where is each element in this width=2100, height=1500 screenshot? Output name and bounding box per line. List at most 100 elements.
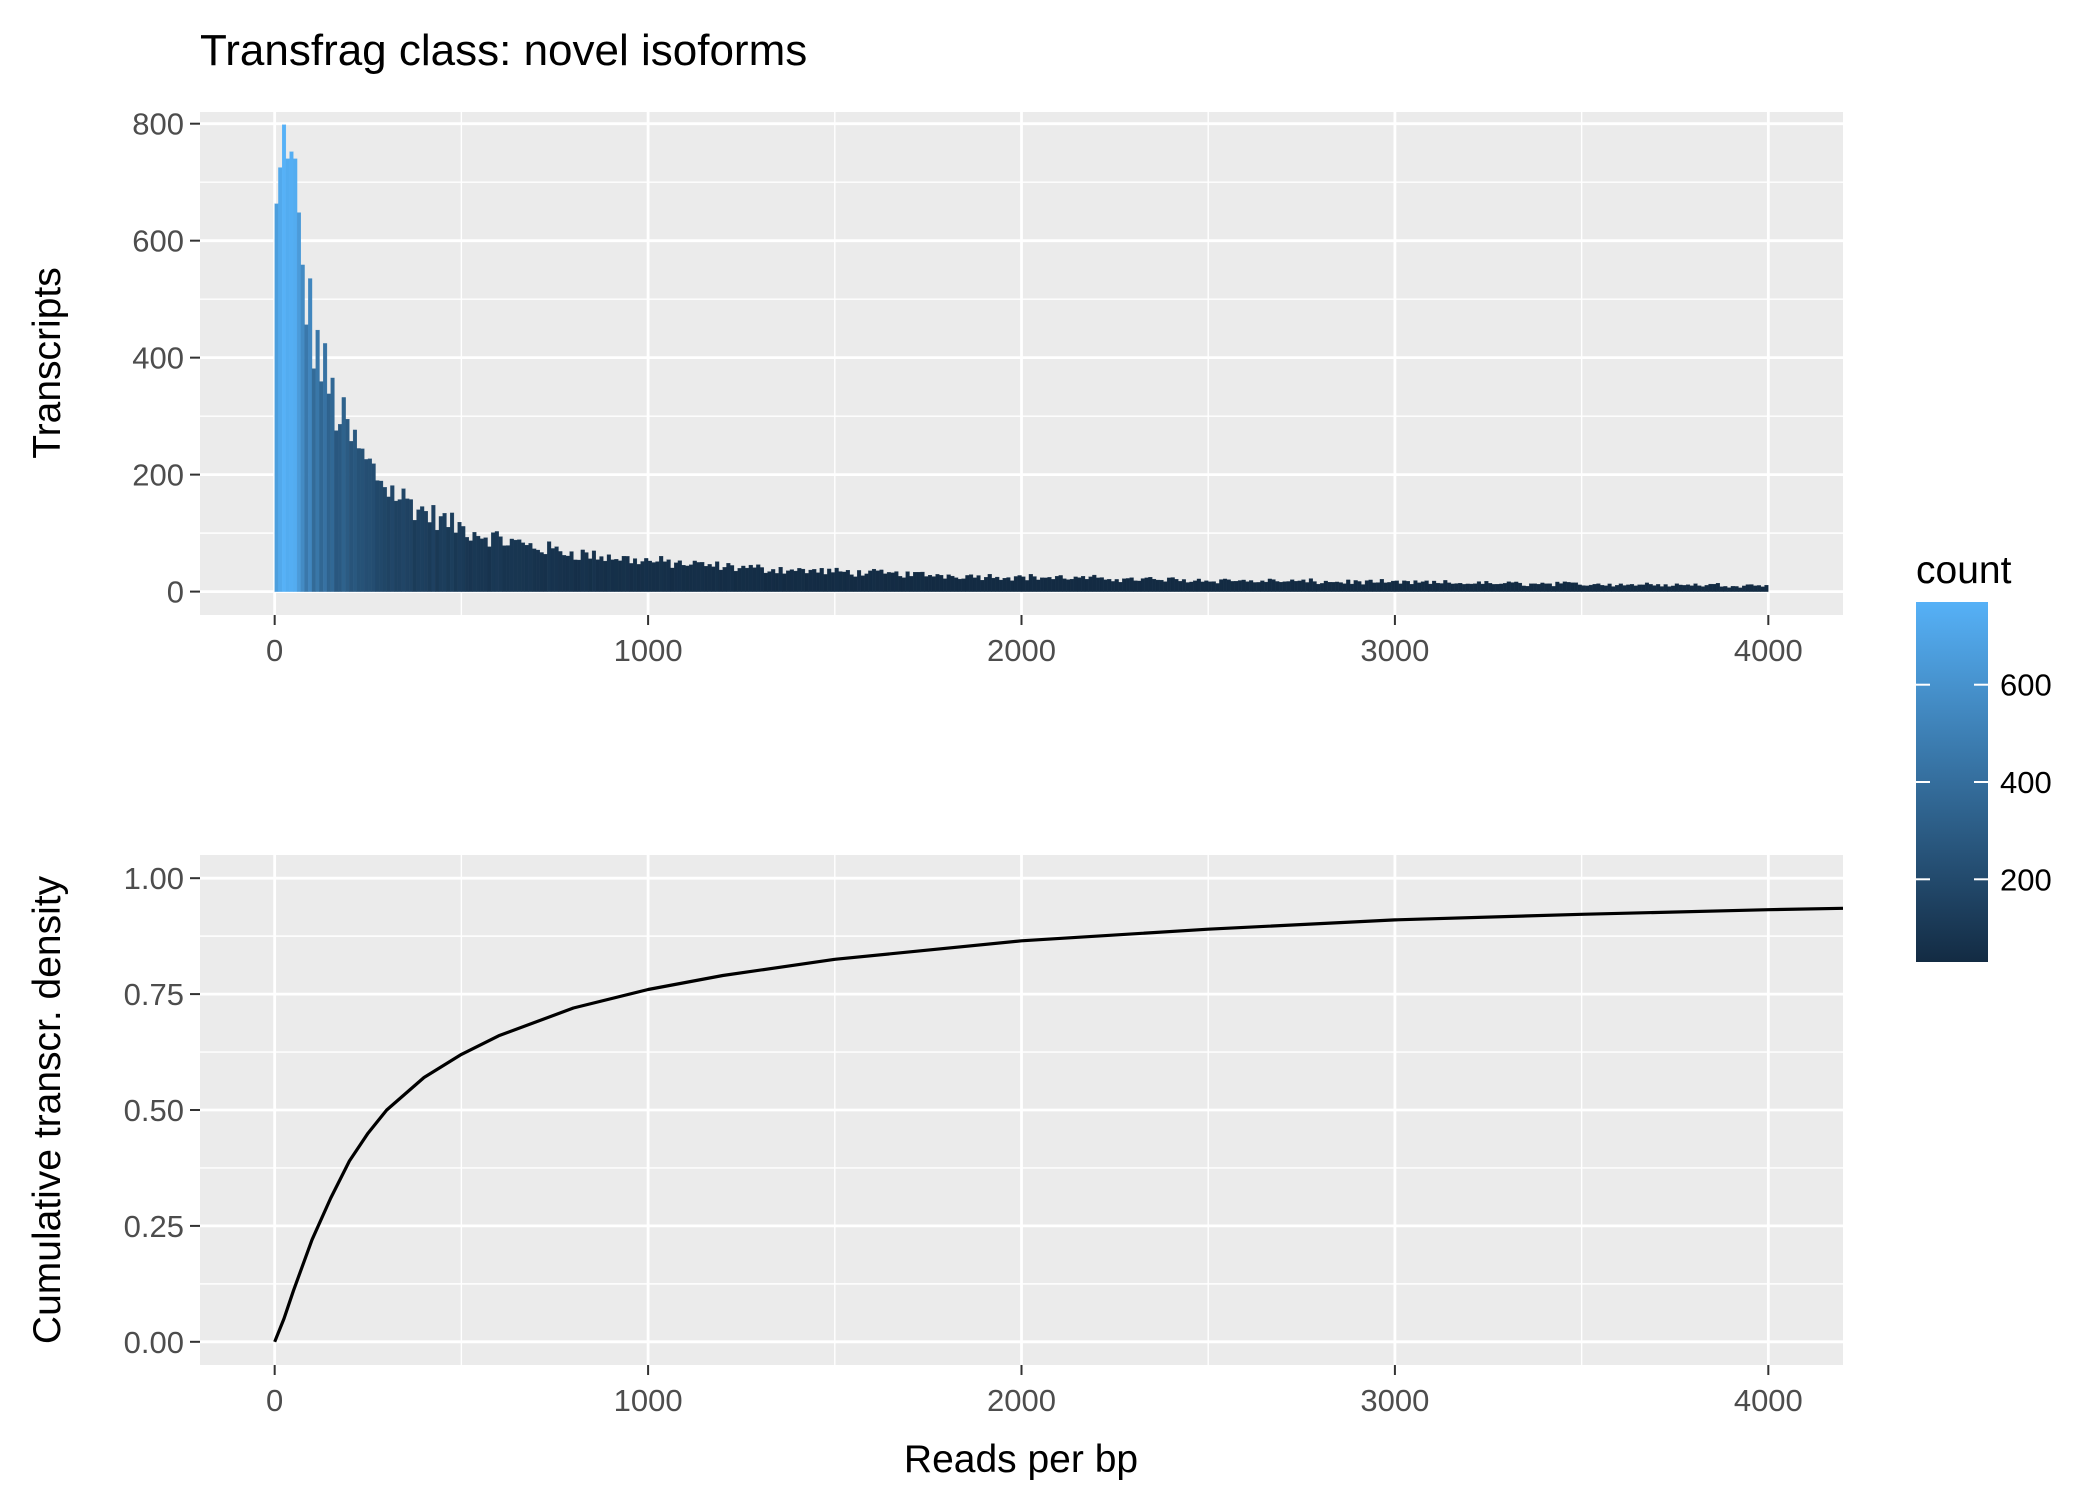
- histogram-bar: [1603, 585, 1608, 592]
- histogram-bar: [801, 568, 806, 592]
- histogram-bar: [1417, 582, 1422, 592]
- histogram-bar: [1305, 582, 1310, 592]
- histogram-bar: [408, 499, 413, 592]
- histogram-bar: [1439, 583, 1444, 592]
- histogram-bar: [614, 559, 619, 592]
- histogram-bar: [1727, 587, 1732, 592]
- histogram-bar: [539, 552, 544, 592]
- histogram-bar: [741, 565, 746, 592]
- histogram-bar: [1420, 581, 1425, 592]
- histogram-bar: [1170, 577, 1175, 592]
- histogram-bar: [535, 549, 540, 592]
- histogram-bar: [1058, 575, 1063, 592]
- histogram-bar: [759, 567, 764, 592]
- histogram-bar: [278, 167, 283, 592]
- histogram-bar: [308, 278, 313, 592]
- histogram-bar: [1484, 581, 1489, 592]
- histogram-bar: [1644, 582, 1649, 592]
- histogram-bar: [1686, 584, 1691, 592]
- histogram-bar: [1648, 584, 1653, 592]
- cumulative-density-line: [273, 906, 1844, 1343]
- histogram-bar: [782, 573, 787, 592]
- histogram-bar: [1600, 585, 1605, 592]
- histogram-bar: [450, 512, 455, 592]
- histogram-bar: [461, 526, 466, 592]
- histogram-bar: [386, 496, 391, 592]
- histogram-bar: [1275, 581, 1280, 592]
- histogram-bar: [506, 545, 511, 592]
- histogram-bar: [1697, 585, 1702, 592]
- histogram-bar: [334, 430, 339, 592]
- histogram-bar: [1559, 583, 1564, 592]
- histogram-bar: [711, 566, 716, 592]
- histogram-bar: [483, 537, 488, 592]
- histogram-bar: [502, 545, 507, 592]
- histogram-bar: [1222, 578, 1228, 592]
- histogram-bar: [1234, 581, 1239, 592]
- histogram-bar: [957, 578, 962, 592]
- histogram-bar: [659, 556, 664, 592]
- histogram-bar: [326, 393, 331, 592]
- histogram-bar: [528, 543, 533, 592]
- histogram-bar: [1596, 583, 1601, 592]
- histogram-bar: [1252, 582, 1257, 592]
- x-axis-title: Reads per bp: [904, 1438, 1138, 1481]
- histogram-bar: [520, 542, 526, 592]
- histogram-bar: [1588, 584, 1593, 592]
- histogram-bar: [1663, 584, 1668, 592]
- histogram-bar: [1062, 578, 1067, 592]
- histogram-bar: [879, 569, 884, 592]
- histogram-bar: [834, 567, 839, 592]
- histogram-bar: [1219, 579, 1224, 592]
- histogram-bar: [584, 552, 589, 592]
- histogram-bar: [756, 564, 761, 592]
- histogram-bar: [931, 576, 936, 592]
- histogram-bar: [860, 575, 865, 592]
- histogram-bar: [1096, 577, 1101, 592]
- histogram-bar: [479, 538, 484, 592]
- histogram-bar: [774, 573, 779, 592]
- histogram-bar: [976, 575, 981, 592]
- histogram-bar: [367, 458, 372, 592]
- histogram-bar: [1562, 581, 1567, 592]
- histogram-bar: [1544, 583, 1549, 592]
- histogram-bar: [1517, 582, 1523, 592]
- histogram-bar: [1402, 580, 1407, 592]
- histogram-bar: [1066, 579, 1071, 592]
- histogram-bar: [274, 203, 279, 592]
- histogram-bar: [573, 559, 578, 592]
- histogram-bar: [1555, 581, 1560, 592]
- histogram-bar: [1185, 582, 1190, 592]
- histogram-bar: [1435, 582, 1440, 592]
- histogram-bar: [621, 555, 626, 592]
- histogram-bar: [726, 563, 731, 592]
- histogram-bar: [1409, 584, 1414, 592]
- histogram-bar: [285, 158, 290, 592]
- histogram-bar: [984, 577, 989, 592]
- histogram-bar: [472, 532, 477, 592]
- histogram-bar: [961, 578, 966, 592]
- histogram-bar: [666, 559, 671, 592]
- histogram-bar: [689, 564, 694, 592]
- histogram-bar: [1353, 580, 1358, 592]
- y-tick-label: 400: [132, 341, 184, 376]
- histogram-bar: [1461, 584, 1467, 592]
- histogram-bar: [1715, 583, 1720, 592]
- histogram-bar: [569, 551, 574, 592]
- x-tick-label: 4000: [1734, 633, 1803, 668]
- histogram-bar: [920, 571, 925, 592]
- histogram-bar: [1279, 582, 1284, 592]
- histogram-bar: [1204, 580, 1209, 592]
- histogram-bar: [913, 572, 918, 592]
- histogram-bar: [1708, 583, 1713, 592]
- histogram-bar: [954, 577, 959, 592]
- cumulative-panel: 0.00 0.25 0.50 0.75 1.00 0 1000 2000 3000 4000 C…: [26, 855, 1844, 1481]
- histogram-bar: [1454, 583, 1459, 592]
- histogram-bar: [1290, 579, 1295, 592]
- histogram-bar: [1443, 580, 1448, 592]
- histogram-bar: [1641, 584, 1646, 592]
- histogram-bar: [647, 560, 652, 592]
- histogram-bar: [1174, 579, 1179, 592]
- histogram-bar: [1264, 581, 1269, 592]
- histogram-bar: [580, 549, 585, 592]
